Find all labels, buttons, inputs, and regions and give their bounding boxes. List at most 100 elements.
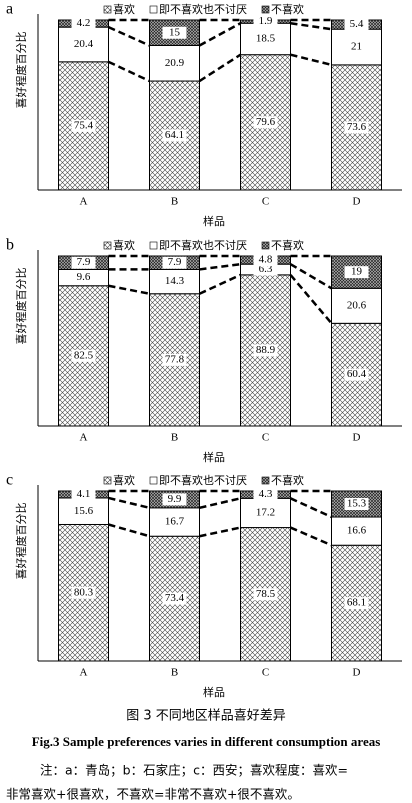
legend-swatch (149, 5, 158, 14)
connector-line (289, 497, 333, 519)
value-label: 19 (351, 266, 363, 278)
caption-en: Fig.3 Sample preferences varies in diffe… (32, 734, 381, 749)
legend-swatch (149, 241, 158, 250)
legend-swatch (261, 241, 270, 250)
label-bg (253, 506, 278, 519)
value-label: 15.3 (347, 498, 367, 510)
value-label: 20.9 (165, 57, 185, 69)
label-bg (162, 493, 187, 506)
label-bg (344, 121, 369, 134)
label-bg (253, 254, 278, 267)
x-axis-label: 样品 (203, 685, 225, 699)
value-label: 78.5 (256, 588, 276, 600)
value-label: 73.6 (347, 121, 367, 133)
x-tick-label: A (80, 432, 88, 444)
bar-segment (58, 26, 109, 63)
panel-label: a (6, 1, 13, 18)
connector-line (199, 526, 241, 538)
value-label: 7.9 (168, 256, 182, 268)
label-bg (71, 119, 96, 132)
label-bg (253, 15, 278, 28)
value-label: 82.5 (74, 349, 94, 361)
y-axis-label: 喜好程度百分比 (14, 268, 28, 345)
x-tick-label: D (353, 432, 361, 444)
label-bg (162, 353, 187, 366)
label-bg (71, 349, 96, 362)
x-tick-label: A (80, 196, 88, 208)
x-tick-label: D (353, 196, 361, 208)
label-bg (253, 32, 278, 45)
value-label: 4.1 (77, 488, 91, 500)
panel-label: b (6, 237, 14, 254)
value-label: 5.4 (350, 18, 364, 30)
label-bg (71, 17, 96, 30)
y-axis-label: 喜好程度百分比 (14, 503, 28, 580)
label-bg (162, 516, 187, 529)
value-label: 20.4 (74, 38, 94, 50)
caption-cn: 图 3 不同地区样品喜好差异 (126, 709, 286, 724)
value-label: 77.8 (165, 353, 185, 365)
legend-swatch (149, 476, 158, 485)
label-bg (71, 488, 96, 501)
value-label: 15.6 (74, 505, 94, 517)
value-label: 7.9 (77, 256, 91, 268)
x-tick-label: A (80, 667, 88, 679)
value-label: 14.3 (165, 275, 185, 287)
value-label: 64.1 (165, 129, 184, 141)
value-label: 73.4 (165, 592, 185, 604)
label-bg (344, 18, 369, 31)
label-bg (344, 266, 369, 279)
label-bg (253, 263, 278, 276)
label-bg (162, 275, 187, 288)
connector-line (199, 262, 241, 271)
value-label: 80.3 (74, 586, 94, 598)
legend-label: 喜欢 (113, 473, 135, 487)
value-label: 68.1 (347, 597, 366, 609)
connector-line (108, 523, 150, 538)
connector-line (290, 526, 332, 547)
connector-line (198, 273, 242, 295)
connector-line (107, 25, 151, 47)
label-bg (253, 588, 278, 601)
connector-line (198, 53, 242, 83)
label-bg (162, 57, 187, 70)
legend-swatch (261, 5, 270, 14)
connector-line (199, 497, 241, 510)
label-bg (253, 344, 278, 357)
legend-label: 喜欢 (113, 2, 135, 16)
value-label: 18.5 (256, 32, 276, 44)
connector-line (108, 496, 150, 510)
legend-swatch (103, 241, 112, 250)
value-label: 9.9 (168, 493, 182, 505)
connector-line (290, 21, 332, 31)
value-label: 20.6 (347, 299, 367, 311)
legend-label: 不喜欢 (271, 238, 304, 252)
value-label: 16.6 (347, 525, 367, 537)
label-bg (71, 256, 96, 269)
note: 注：a：青岛；b：石家庄；c：西安；喜欢程度：喜欢= (40, 763, 348, 778)
value-label: 9.6 (77, 271, 91, 283)
x-tick-label: B (171, 196, 178, 208)
label-bg (344, 597, 369, 610)
panel-label: c (6, 472, 13, 489)
connector-line (289, 263, 333, 290)
x-tick-label: C (262, 196, 269, 208)
legend-label: 不喜欢 (271, 2, 304, 16)
connector-line (108, 284, 150, 295)
label-bg (162, 256, 187, 269)
x-tick-label: C (262, 667, 269, 679)
legend-swatch (103, 5, 112, 14)
x-axis-label: 样品 (203, 450, 225, 464)
label-bg (344, 299, 369, 312)
connector-line (290, 53, 332, 67)
connector-line (198, 22, 242, 47)
legend-swatch (261, 476, 270, 485)
label-bg (71, 38, 96, 51)
label-bg (344, 525, 369, 538)
value-label: 21 (351, 41, 362, 53)
label-bg (344, 498, 369, 511)
value-label: 15 (169, 26, 181, 38)
x-tick-label: C (262, 432, 269, 444)
x-axis-label: 样品 (203, 214, 225, 228)
